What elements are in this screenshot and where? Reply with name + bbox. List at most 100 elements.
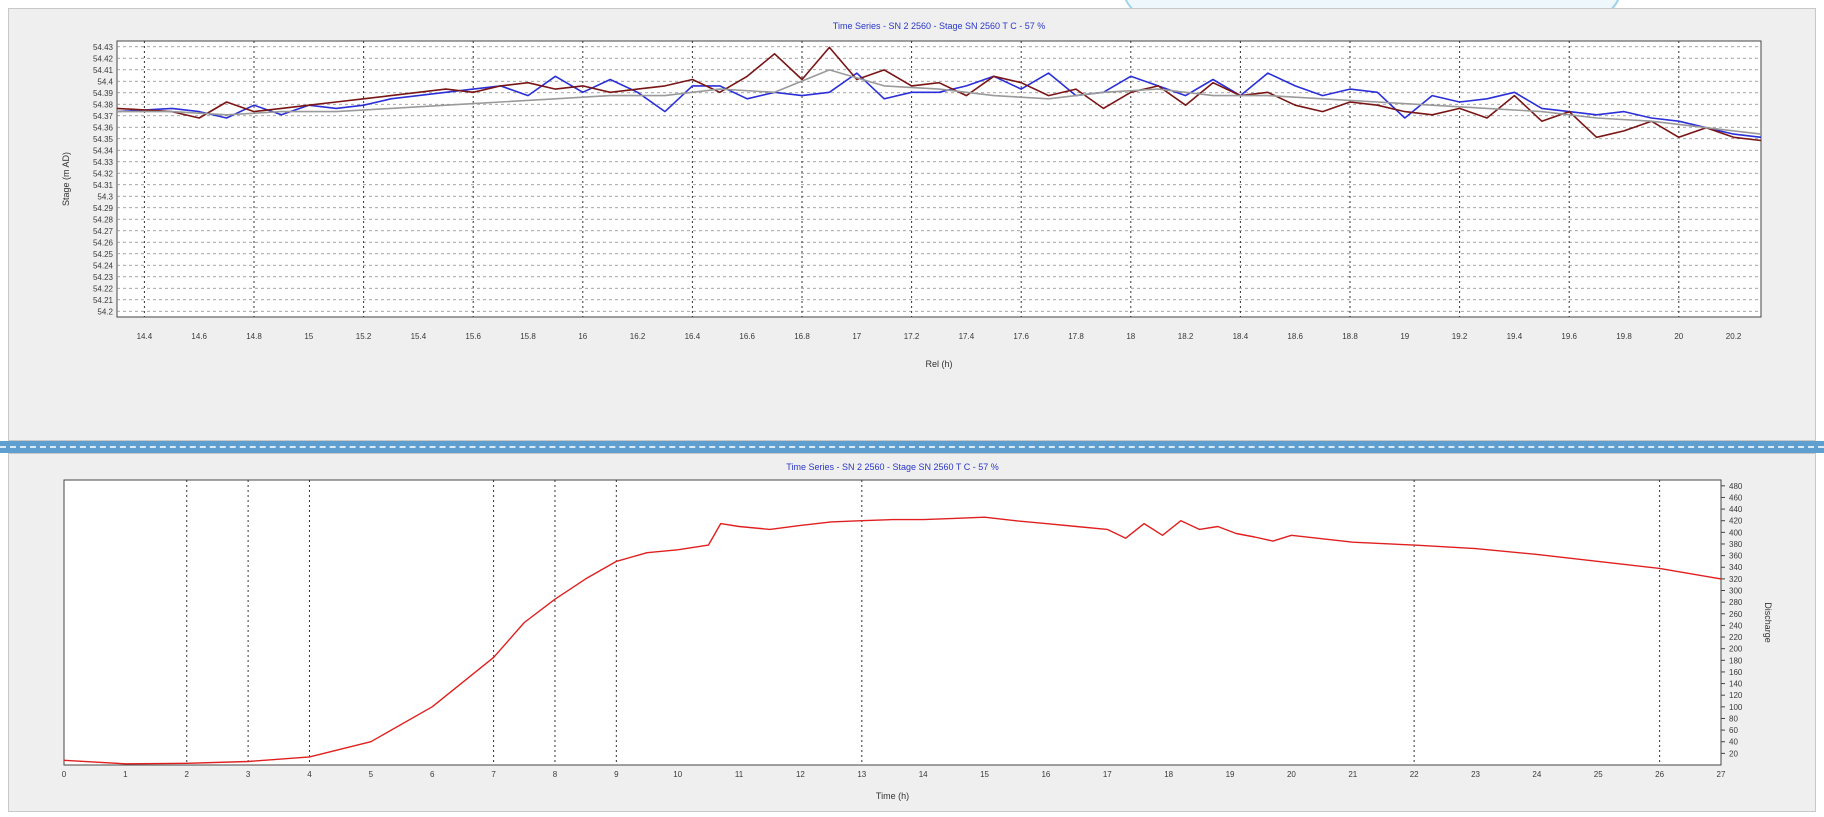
y-tick-label: 300 <box>1729 587 1743 596</box>
x-tick-label: 14.6 <box>191 332 207 341</box>
y-tick-label: 54.36 <box>93 123 114 132</box>
x-tick-label: 0 <box>62 770 67 779</box>
y-tick-label: 40 <box>1729 738 1738 747</box>
y-tick-label: 54.34 <box>93 146 114 155</box>
x-tick-label: 19 <box>1226 770 1235 779</box>
plot-area <box>116 40 1762 318</box>
y-tick-label: 54.37 <box>93 112 114 121</box>
x-tick-label: 8 <box>553 770 558 779</box>
y-tick-label: 54.2 <box>97 307 113 316</box>
chart-title: Time Series - SN 2 2560 - Stage SN 2560 … <box>786 462 998 472</box>
x-tick-label: 18 <box>1126 332 1135 341</box>
y-tick-label: 480 <box>1729 482 1743 491</box>
y-tick-label: 460 <box>1729 493 1743 502</box>
x-tick-label: 22 <box>1410 770 1419 779</box>
x-tick-label: 19.8 <box>1616 332 1632 341</box>
y-tick-label: 200 <box>1729 645 1743 654</box>
y-tick-label: 440 <box>1729 505 1743 514</box>
x-tick-label: 19.6 <box>1561 332 1577 341</box>
y-tick-label: 220 <box>1729 633 1743 642</box>
y-tick-label: 54.27 <box>93 227 114 236</box>
x-tick-label: 20.2 <box>1726 332 1742 341</box>
x-tick-label: 13 <box>857 770 866 779</box>
bottom-chart-panel: Time Series - SN 2 2560 - Stage SN 2560 … <box>8 453 1816 812</box>
y-tick-label: 54.21 <box>93 296 114 305</box>
x-tick-label: 1 <box>123 770 128 779</box>
x-tick-label: 23 <box>1471 770 1480 779</box>
y-tick-label: 54.35 <box>93 135 114 144</box>
x-tick-label: 16.2 <box>630 332 646 341</box>
y-tick-label: 54.32 <box>93 169 114 178</box>
separator-dash-line <box>0 446 1824 448</box>
y-tick-label: 54.42 <box>93 54 114 63</box>
x-axis-label: Time (h) <box>876 791 909 801</box>
y-tick-label: 54.31 <box>93 181 114 190</box>
x-tick-label: 6 <box>430 770 435 779</box>
x-tick-label: 11 <box>735 770 744 779</box>
x-tick-label: 18.4 <box>1233 332 1249 341</box>
x-tick-label: 15.8 <box>520 332 536 341</box>
y-tick-label: 54.4 <box>97 77 113 86</box>
x-tick-label: 24 <box>1532 770 1541 779</box>
x-tick-label: 4 <box>307 770 312 779</box>
x-tick-label: 16.8 <box>794 332 810 341</box>
y-tick-label: 140 <box>1729 680 1743 689</box>
x-tick-label: 15 <box>304 332 313 341</box>
x-tick-label: 18 <box>1164 770 1173 779</box>
y-tick-label: 54.3 <box>97 192 113 201</box>
y-tick-label: 340 <box>1729 563 1743 572</box>
y-tick-label: 54.29 <box>93 204 114 213</box>
y-tick-label: 360 <box>1729 552 1743 561</box>
y-tick-label: 54.28 <box>93 215 114 224</box>
y-tick-label: 120 <box>1729 691 1743 700</box>
y-axis-label: Stage (m AD) <box>61 152 71 206</box>
y-tick-label: 160 <box>1729 668 1743 677</box>
x-tick-label: 20 <box>1287 770 1296 779</box>
series-line-red <box>63 516 1722 765</box>
y-tick-label: 400 <box>1729 528 1743 537</box>
y-tick-label: 80 <box>1729 714 1738 723</box>
x-tick-label: 17.4 <box>959 332 975 341</box>
x-tick-label: 17 <box>1103 770 1112 779</box>
x-tick-label: 26 <box>1655 770 1664 779</box>
x-tick-label: 10 <box>673 770 682 779</box>
x-axis-label: Rel (h) <box>925 359 952 369</box>
y-tick-label: 54.23 <box>93 273 114 282</box>
x-tick-label: 16 <box>1041 770 1050 779</box>
x-tick-label: 17 <box>852 332 861 341</box>
x-tick-label: 17.8 <box>1068 332 1084 341</box>
y-tick-label: 180 <box>1729 656 1743 665</box>
y-tick-label: 420 <box>1729 517 1743 526</box>
y-tick-label: 54.33 <box>93 158 114 167</box>
x-tick-label: 15 <box>980 770 989 779</box>
x-tick-label: 3 <box>246 770 251 779</box>
y-tick-label: 380 <box>1729 540 1743 549</box>
x-tick-label: 2 <box>185 770 190 779</box>
plot-area <box>63 479 1722 766</box>
x-tick-label: 7 <box>491 770 496 779</box>
panel-separator[interactable] <box>0 441 1824 453</box>
x-tick-label: 5 <box>369 770 374 779</box>
y-tick-label: 54.26 <box>93 238 114 247</box>
series-line-darkred <box>116 46 1762 142</box>
x-tick-label: 16.6 <box>739 332 755 341</box>
x-tick-label: 14.4 <box>137 332 153 341</box>
y-tick-label: 280 <box>1729 598 1743 607</box>
x-tick-label: 16 <box>578 332 587 341</box>
x-tick-label: 19.4 <box>1507 332 1523 341</box>
x-tick-label: 17.2 <box>904 332 920 341</box>
x-tick-label: 21 <box>1348 770 1357 779</box>
x-tick-label: 14 <box>919 770 928 779</box>
y-tick-label: 54.24 <box>93 261 114 270</box>
x-tick-label: 19 <box>1400 332 1409 341</box>
x-tick-label: 27 <box>1717 770 1726 779</box>
top-chart-panel: Time Series - SN 2 2560 - Stage SN 2560 … <box>8 8 1816 441</box>
y-tick-label: 60 <box>1729 726 1738 735</box>
x-tick-label: 18.8 <box>1342 332 1358 341</box>
y-tick-label: 54.39 <box>93 89 114 98</box>
y-tick-label: 54.43 <box>93 43 114 52</box>
x-tick-label: 9 <box>614 770 619 779</box>
discharge-time-series-chart: Time Series - SN 2 2560 - Stage SN 2560 … <box>62 462 1773 801</box>
x-tick-label: 25 <box>1594 770 1603 779</box>
x-tick-label: 16.4 <box>685 332 701 341</box>
